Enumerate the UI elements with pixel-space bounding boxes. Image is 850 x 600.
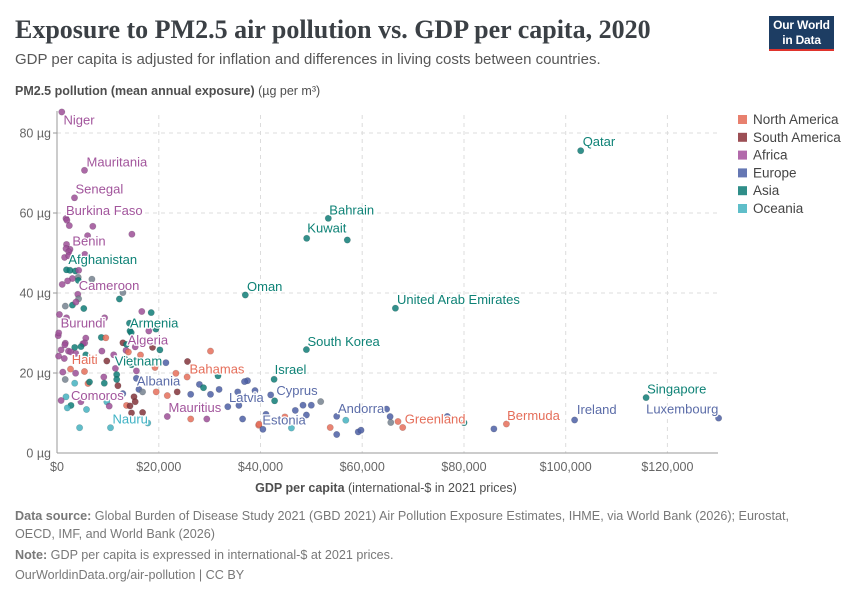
svg-text:North America: North America	[753, 112, 839, 127]
svg-text:60 µg: 60 µg	[19, 207, 51, 221]
svg-text:Oceania: Oceania	[753, 201, 804, 216]
svg-text:Nauru: Nauru	[113, 412, 148, 427]
svg-text:GDP per capita (international-: GDP per capita (international-$ in 2021 …	[255, 481, 517, 495]
svg-text:Singapore: Singapore	[647, 382, 706, 397]
svg-text:Cyprus: Cyprus	[276, 383, 318, 398]
svg-text:$20,000: $20,000	[136, 460, 181, 474]
svg-text:Europe: Europe	[753, 165, 797, 180]
svg-text:South Korea: South Korea	[308, 334, 381, 349]
svg-text:Burkina Faso: Burkina Faso	[66, 203, 143, 218]
svg-text:$120,000: $120,000	[641, 460, 693, 474]
svg-text:Albania: Albania	[137, 374, 181, 389]
svg-text:Comoros: Comoros	[71, 388, 124, 403]
svg-text:Senegal: Senegal	[76, 182, 124, 197]
svg-text:Ireland: Ireland	[577, 402, 617, 417]
svg-text:$60,000: $60,000	[340, 460, 385, 474]
svg-text:Israel: Israel	[275, 362, 307, 377]
svg-text:20 µg: 20 µg	[19, 367, 51, 381]
svg-text:Qatar: Qatar	[583, 134, 616, 149]
svg-text:Afghanistan: Afghanistan	[68, 252, 137, 267]
svg-text:Vietnam: Vietnam	[115, 354, 162, 369]
svg-text:Latvia: Latvia	[229, 390, 264, 405]
svg-text:Cameroon: Cameroon	[79, 278, 140, 293]
svg-text:Bahrain: Bahrain	[329, 203, 374, 218]
svg-text:Andorra: Andorra	[338, 401, 385, 416]
svg-text:0 µg: 0 µg	[26, 447, 51, 461]
svg-text:Asia: Asia	[753, 183, 780, 198]
svg-text:$0: $0	[50, 460, 64, 474]
svg-text:80 µg: 80 µg	[19, 127, 51, 141]
svg-text:Burundi: Burundi	[61, 316, 106, 331]
svg-text:United Arab Emirates: United Arab Emirates	[397, 292, 520, 307]
svg-text:$40,000: $40,000	[238, 460, 283, 474]
svg-text:Greenland: Greenland	[405, 412, 466, 427]
svg-text:Bermuda: Bermuda	[507, 408, 561, 423]
svg-text:Bahamas: Bahamas	[190, 361, 245, 376]
svg-text:Armenia: Armenia	[130, 316, 179, 331]
svg-text:Kuwait: Kuwait	[307, 221, 346, 236]
svg-text:40 µg: 40 µg	[19, 287, 51, 301]
svg-text:$80,000: $80,000	[441, 460, 486, 474]
svg-text:Oman: Oman	[247, 279, 282, 294]
svg-text:Luxembourg: Luxembourg	[646, 402, 718, 417]
svg-text:$100,000: $100,000	[540, 460, 592, 474]
svg-text:Benin: Benin	[72, 234, 105, 249]
svg-text:Haiti: Haiti	[72, 352, 98, 367]
svg-text:South America: South America	[753, 130, 841, 145]
svg-text:Estonia: Estonia	[262, 413, 306, 428]
svg-text:Mauritius: Mauritius	[169, 400, 222, 415]
svg-text:Algeria: Algeria	[128, 333, 169, 348]
svg-text:Mauritania: Mauritania	[87, 155, 148, 170]
svg-text:Niger: Niger	[64, 113, 96, 128]
svg-text:Africa: Africa	[753, 148, 788, 163]
